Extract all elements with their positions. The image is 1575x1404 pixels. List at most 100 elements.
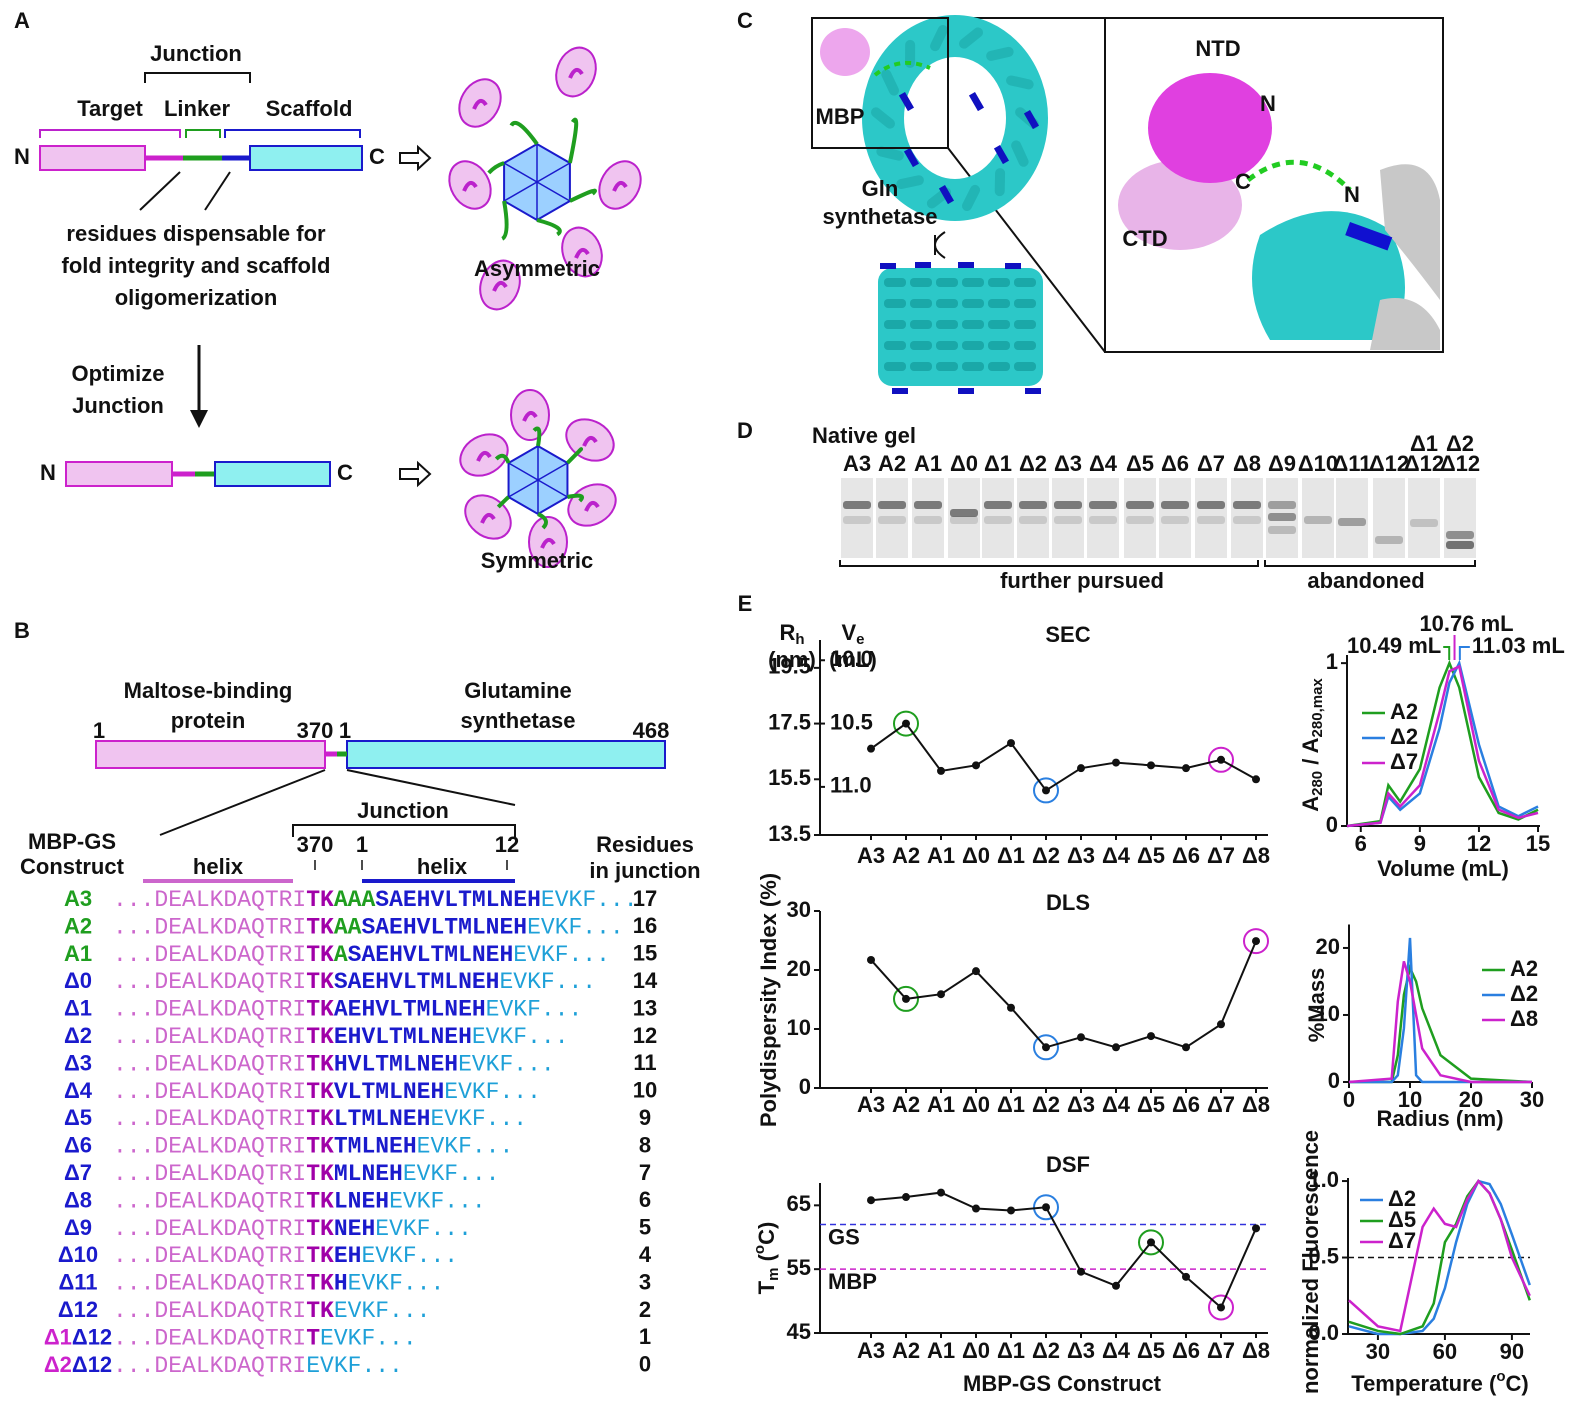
gel-band (1089, 516, 1117, 524)
gs-side-view (878, 268, 1043, 386)
point (937, 990, 945, 999)
y2-tick-label: 10.5 (830, 709, 873, 734)
construct-name: Δ2 (64, 1023, 92, 1048)
helix-cylinder (910, 341, 932, 350)
position: 468 (633, 718, 670, 743)
name-part: Δ4 (64, 1078, 93, 1103)
gel-band (1268, 513, 1296, 521)
legend-label: Δ2 (1390, 724, 1418, 749)
y-tick-label: 0 (799, 1074, 811, 1099)
point (902, 1193, 910, 1202)
residue-count: 15 (633, 941, 657, 966)
gel-band (914, 501, 942, 509)
point (1042, 1203, 1050, 1212)
segment: H (334, 1271, 348, 1297)
label-part: T (754, 1280, 779, 1294)
legend-label: Δ7 (1390, 749, 1418, 774)
point (972, 761, 980, 770)
x-tick-label: Δ5 (1137, 843, 1165, 868)
terminus: C (337, 460, 353, 485)
axis-label: MBP-GS Construct (963, 1371, 1162, 1396)
junction-helix (880, 263, 896, 269)
y-tick-label: 45 (787, 1319, 811, 1344)
mbp-box (811, 17, 949, 149)
terminus: N (14, 144, 30, 169)
label-part: o (751, 1245, 768, 1254)
label: Junction (357, 798, 449, 823)
axis-label: Temperature (oC) (1351, 1368, 1528, 1396)
gel-band (1268, 501, 1296, 509)
segment: EVKF... (458, 1051, 555, 1077)
label: Symmetric (481, 548, 594, 573)
highlight (1033, 1034, 1059, 1061)
segment: AEHVLTMLNEH (334, 997, 486, 1023)
segment: A (334, 942, 348, 968)
junction-helix (938, 184, 954, 205)
gel-band (1161, 516, 1189, 524)
label: fold integrity and scaffold (62, 253, 331, 278)
label: N (1260, 91, 1276, 116)
x-tick-label: 60 (1433, 1339, 1457, 1364)
gel-band (1410, 519, 1438, 527)
x-tick-label: Δ5 (1137, 1092, 1165, 1117)
junction-helix (898, 92, 914, 112)
terminus: N (40, 460, 56, 485)
point (1252, 775, 1260, 784)
gel-band (1019, 501, 1047, 509)
construct-name: Δ2Δ12 (44, 1352, 112, 1377)
segment: TK (306, 887, 334, 913)
series-line (1348, 1178, 1531, 1333)
lane-label: Δ1 (1410, 431, 1438, 456)
residue-count: 9 (639, 1105, 651, 1130)
point (867, 955, 875, 964)
segment: TK (306, 1161, 334, 1187)
segment: EVKF... (430, 1106, 527, 1132)
axes (1347, 1178, 1530, 1335)
series-line (1349, 964, 1533, 1084)
legend-label: Δ7 (1388, 1228, 1416, 1253)
linker (532, 426, 542, 447)
segment: ...DEALKDAQTRI (113, 1298, 306, 1324)
hook (522, 410, 538, 422)
segment: ...DEALKDAQTRI (113, 1024, 306, 1050)
hook (472, 98, 488, 110)
residue-count: 12 (633, 1023, 657, 1048)
highlight (893, 710, 919, 737)
segment: EVKF... (389, 1188, 486, 1214)
x-tick-label: 90 (1500, 1339, 1524, 1364)
junction-helix (1005, 263, 1021, 269)
segment: ...DEALKDAQTRI (113, 1216, 306, 1242)
segment: TK (306, 1298, 334, 1324)
helix-cylinder (936, 299, 958, 308)
x-tick-label: Δ6 (1172, 1092, 1200, 1117)
axis-unit: (mL) (829, 647, 877, 672)
label-part: / A (1298, 737, 1323, 771)
name-part: Δ1 (64, 995, 92, 1020)
segment: ...DEALKDAQTRI (113, 942, 306, 968)
x-tick-label: A2 (892, 1338, 920, 1363)
segment: SAEHVLTMLNEH (348, 942, 514, 968)
helix-cylinder (936, 320, 958, 329)
lane-label: Δ8 (1233, 451, 1261, 476)
junction-helix (958, 388, 974, 394)
label-part: 280,max (1309, 678, 1326, 738)
construct-name: Δ1Δ12 (44, 1324, 112, 1349)
label: Residues (596, 832, 694, 857)
sequence: ...DEALKDAQTRITKAAASAEHVLTMLNEHEVKF... (113, 887, 638, 913)
construct-name: Δ7 (64, 1160, 92, 1185)
linker (509, 120, 539, 146)
line (204, 171, 231, 211)
segment: LNEH (334, 1188, 389, 1214)
x-tick-label: Δ6 (1172, 843, 1200, 868)
residue-count: 2 (639, 1297, 651, 1322)
gel-lane (948, 478, 980, 558)
point (1182, 764, 1190, 773)
sequence: ...DEALKDAQTRITKMLNEHEVKF... (113, 1161, 499, 1187)
helix-cylinder (884, 278, 906, 287)
linker (536, 218, 562, 237)
gs-box (346, 740, 666, 769)
segment: ...DEALKDAQTRI (113, 1353, 306, 1379)
label: abandoned (1307, 568, 1424, 593)
legend-label: A2 (1510, 956, 1538, 981)
